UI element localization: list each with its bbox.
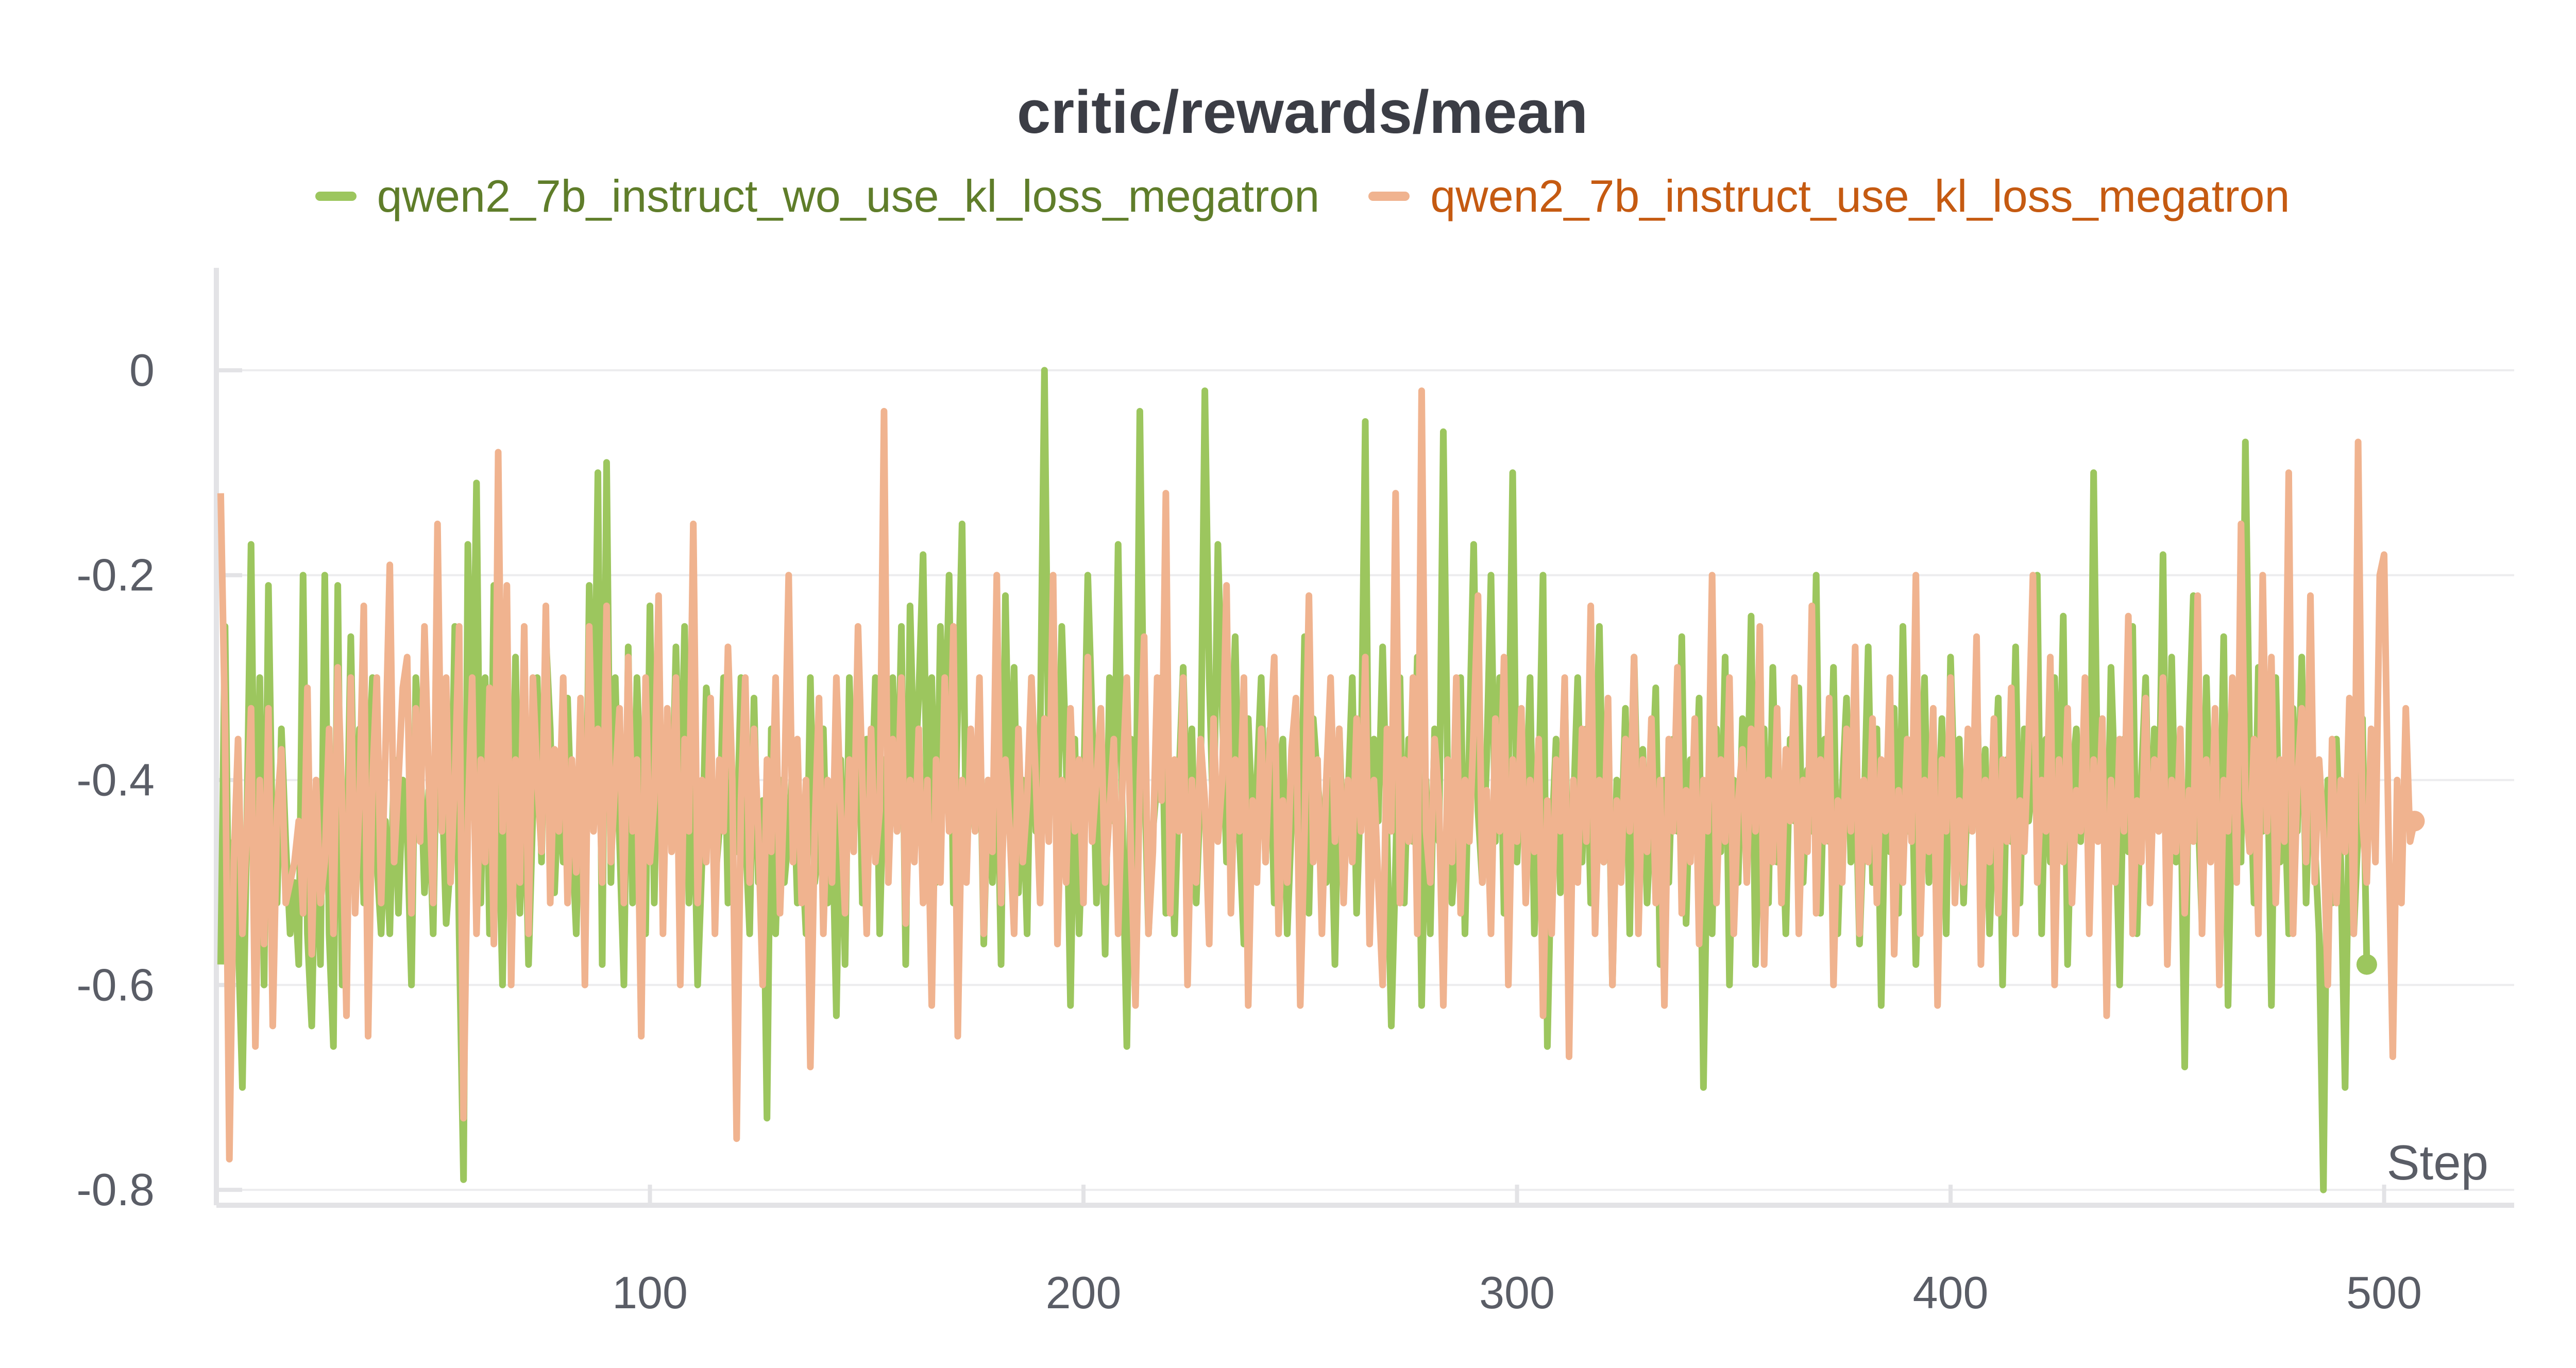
series-end-marker-1 — [2356, 954, 2377, 975]
legend-swatch-series-2 — [1368, 192, 1410, 201]
y-tick-label: 0 — [129, 345, 155, 396]
x-tick-label: 300 — [1479, 1267, 1555, 1318]
legend-label-series-1: qwen2_7b_instruct_wo_use_kl_loss_megatro… — [377, 170, 1320, 221]
series-line-2 — [217, 387, 2418, 1162]
axes — [214, 268, 2514, 1208]
legend-label-series-2: qwen2_7b_instruct_use_kl_loss_megatron — [1430, 170, 2290, 221]
x-tick-label: 500 — [2346, 1267, 2422, 1318]
legend: qwen2_7b_instruct_wo_use_kl_loss_megatro… — [0, 170, 2576, 223]
x-axis-label: Step — [2387, 1135, 2488, 1190]
x-tick-label: 100 — [612, 1267, 688, 1318]
series-end-marker-2 — [2404, 811, 2425, 832]
x-tick-labels: 100 200 300 400 500 — [612, 1267, 2422, 1318]
y-tick-label: -0.6 — [76, 959, 155, 1010]
y-tick-label: -0.2 — [76, 550, 155, 601]
y-tick-labels: 0 -0.2 -0.4 -0.6 -0.8 — [76, 345, 155, 1215]
series-lines — [217, 367, 2425, 1193]
legend-swatch-series-1 — [315, 192, 357, 201]
x-tick-label: 200 — [1046, 1267, 1122, 1318]
legend-item-series-1[interactable]: qwen2_7b_instruct_wo_use_kl_loss_megatro… — [315, 170, 1320, 223]
legend-item-series-2[interactable]: qwen2_7b_instruct_use_kl_loss_megatron — [1368, 170, 2290, 223]
x-tick-label: 400 — [1913, 1267, 1989, 1318]
chart-title: critic/rewards/mean — [1016, 78, 1588, 146]
y-tick-label: -0.8 — [76, 1164, 155, 1215]
y-tick-label: -0.4 — [76, 755, 155, 806]
